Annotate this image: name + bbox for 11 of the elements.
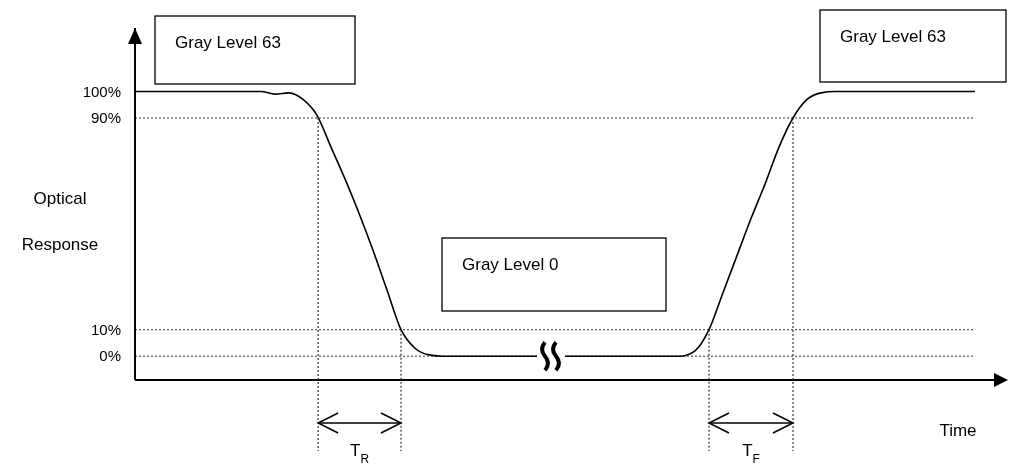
y-tick-label: 100% [82, 82, 121, 100]
x-axis-title: Time [939, 421, 977, 440]
annotation: Gray Level 63 [175, 32, 281, 52]
text: T$_{R}$ [350, 441, 370, 466]
annotation: Gray Level 0 [462, 254, 559, 274]
y-tick-label: 90% [90, 109, 121, 127]
text: T$_{F}$ [742, 441, 760, 466]
y-tick-label: 10% [90, 320, 121, 338]
text: Optical Response [21, 188, 99, 254]
y-tick-label: 0% [99, 347, 121, 365]
annotation: Gray Level 63 [840, 26, 946, 46]
